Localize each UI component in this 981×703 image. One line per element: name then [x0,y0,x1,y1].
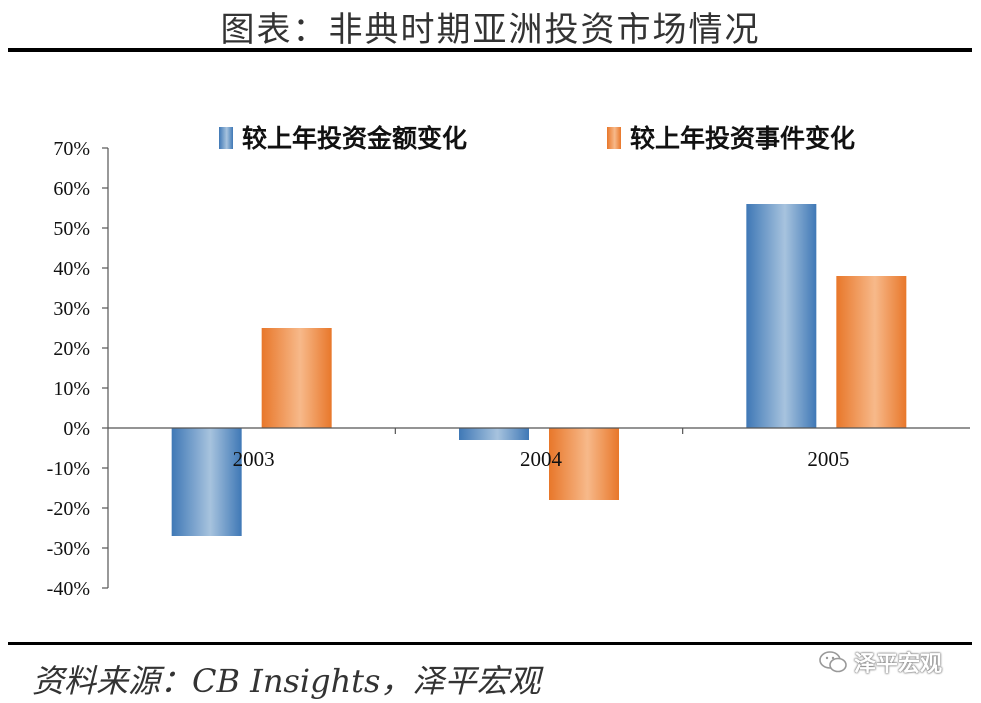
y-tick-label: 30% [53,298,90,320]
bar-events-2005 [836,276,907,428]
y-tick-label: 50% [53,218,90,240]
x-tick-label: 2003 [233,447,275,471]
y-tick-label: 20% [53,338,90,360]
bar-events-2004 [549,428,619,500]
bottom-rule [8,642,972,645]
top-rule [8,48,972,52]
bar-amount-2003 [171,428,242,536]
y-tick-label: -20% [47,498,90,520]
legend-swatch-events [607,127,621,149]
y-tick-label: -30% [47,538,90,560]
legend-label-amount: 较上年投资金额变化 [242,124,467,153]
x-tick-label: 2005 [807,447,849,471]
y-tick-label: 10% [53,378,90,400]
y-axis: 70% 60% 50% 40% 30% 20% 10% 0% -10% -20% -30% -40% [47,138,109,600]
bar-amount-2005 [746,204,817,428]
y-tick-label: -10% [47,458,90,480]
bar-amount-2004 [459,428,529,440]
bar-chart: 较上年投资金额变化 较上年投资事件变化 70% 60% 50% 40% 30% 20% 10… [47,124,970,600]
x-tick-label: 2004 [520,447,563,471]
y-tick-label: 70% [53,138,90,160]
legend: 较上年投资金额变化 较上年投资事件变化 [219,124,855,153]
watermark: 泽平宏观 [818,646,942,678]
watermark-text: 泽平宏观 [854,652,943,677]
legend-swatch-amount [219,127,233,149]
bars [171,204,907,536]
x-axis: 2003 2004 2005 [108,427,970,471]
wechat-icon [819,651,847,673]
source-note: 资料来源：CB Insights，泽平宏观 [32,662,541,700]
legend-label-events: 较上年投资事件变化 [630,124,855,153]
y-tick-label: 40% [53,258,90,280]
y-tick-label: 0% [63,418,90,440]
chart-title: 图表：非典时期亚洲投资市场情况 [220,10,761,50]
y-tick-label: -40% [47,578,90,600]
bar-events-2003 [261,328,332,428]
y-tick-label: 60% [53,178,90,200]
